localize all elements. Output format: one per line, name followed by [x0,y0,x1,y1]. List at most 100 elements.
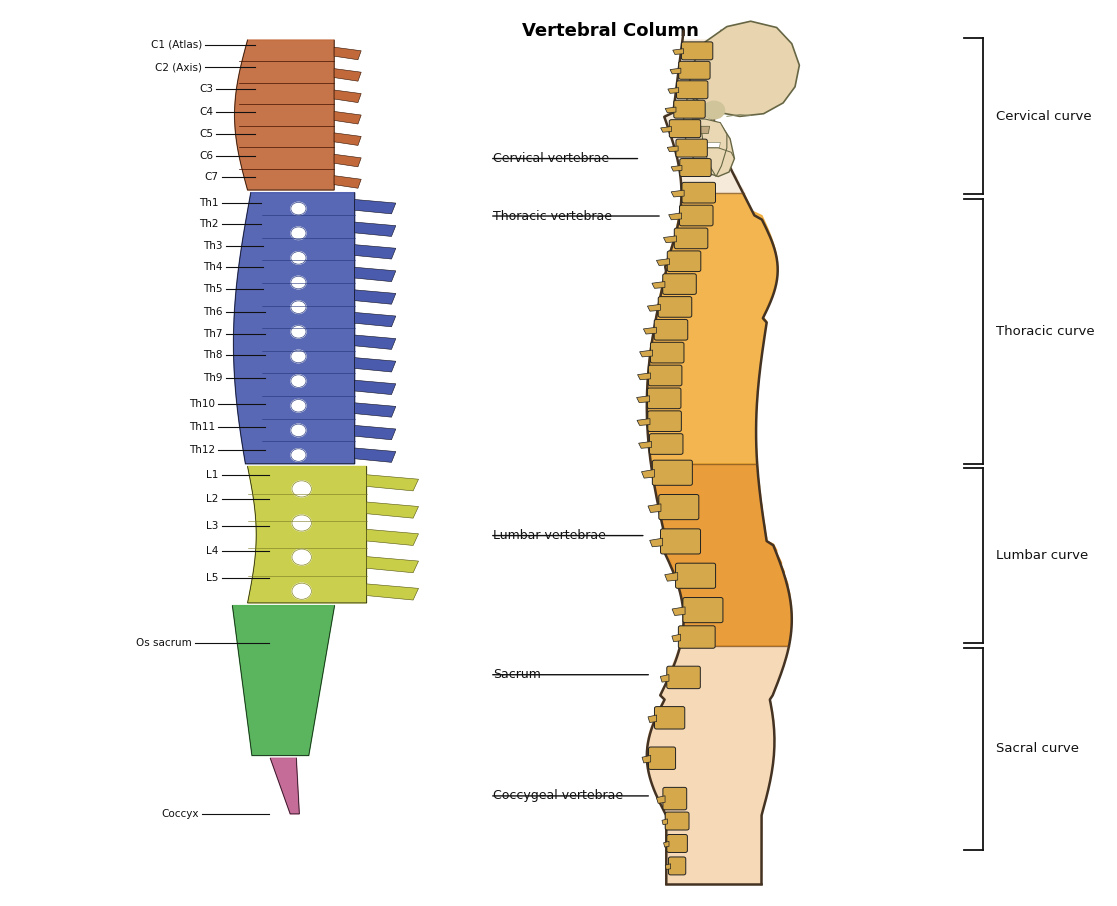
Text: C3: C3 [199,84,213,94]
FancyBboxPatch shape [655,320,688,340]
Circle shape [290,375,306,388]
Polygon shape [688,21,800,116]
Polygon shape [355,448,395,462]
Polygon shape [652,282,665,288]
Polygon shape [663,842,669,847]
Circle shape [290,400,306,412]
Text: Vertebral Column: Vertebral Column [522,22,698,40]
Polygon shape [671,190,684,197]
FancyBboxPatch shape [681,42,713,60]
FancyBboxPatch shape [678,626,715,648]
Text: Thoracic vertebrae: Thoracic vertebrae [494,209,612,223]
Polygon shape [639,441,651,448]
Polygon shape [355,245,395,259]
Text: Coccygeal vertebrae: Coccygeal vertebrae [494,789,623,803]
FancyBboxPatch shape [648,410,681,431]
Polygon shape [665,107,676,112]
Polygon shape [334,133,361,146]
Polygon shape [233,193,355,464]
Text: Coccyx: Coccyx [162,809,199,819]
Polygon shape [355,267,395,282]
Polygon shape [648,304,660,311]
Polygon shape [671,166,682,171]
FancyBboxPatch shape [655,707,685,729]
Polygon shape [665,40,744,193]
Polygon shape [650,538,662,547]
FancyBboxPatch shape [649,747,676,769]
FancyBboxPatch shape [667,666,700,689]
FancyBboxPatch shape [674,101,705,118]
Text: Th7: Th7 [203,329,222,339]
Text: Thoracic curve: Thoracic curve [996,325,1095,338]
Text: C2 (Axis): C2 (Axis) [155,62,202,72]
Text: Th10: Th10 [189,399,216,409]
Text: Sacral curve: Sacral curve [996,742,1079,756]
Polygon shape [355,358,395,372]
Polygon shape [355,381,395,395]
Text: Th11: Th11 [189,422,216,432]
Polygon shape [657,259,669,265]
Polygon shape [248,467,366,602]
Text: Sacrum: Sacrum [494,669,541,681]
Polygon shape [366,583,419,600]
Polygon shape [355,335,395,350]
FancyBboxPatch shape [679,205,713,226]
Text: Th9: Th9 [203,373,222,383]
Circle shape [290,252,306,265]
FancyBboxPatch shape [669,120,700,138]
FancyBboxPatch shape [676,140,707,157]
Text: Th1: Th1 [199,198,219,207]
Text: C4: C4 [199,107,213,117]
Text: Os sacrum: Os sacrum [135,639,191,649]
Polygon shape [670,68,681,74]
Polygon shape [666,863,670,870]
Polygon shape [334,47,361,60]
Polygon shape [660,127,671,132]
Polygon shape [642,756,651,763]
Polygon shape [641,469,655,478]
Polygon shape [355,403,395,417]
Polygon shape [697,142,720,148]
Text: Th3: Th3 [203,241,222,251]
Polygon shape [640,350,652,357]
FancyBboxPatch shape [677,81,708,99]
FancyBboxPatch shape [659,495,699,520]
Text: C5: C5 [199,130,213,140]
Circle shape [290,448,306,461]
Text: Cervical curve: Cervical curve [996,110,1092,123]
Text: C1 (Atlas): C1 (Atlas) [151,40,202,50]
Polygon shape [334,176,361,188]
Text: Th4: Th4 [203,262,222,272]
FancyBboxPatch shape [680,159,712,177]
Text: L2: L2 [206,494,219,504]
Polygon shape [657,795,665,804]
Text: Th2: Th2 [199,219,219,229]
Polygon shape [638,373,650,380]
Text: Lumbar curve: Lumbar curve [996,549,1088,563]
Polygon shape [700,126,709,133]
Polygon shape [334,154,361,167]
Polygon shape [647,646,789,884]
FancyBboxPatch shape [662,787,687,810]
Polygon shape [334,69,361,82]
Text: Lumbar vertebrae: Lumbar vertebrae [494,529,607,542]
Polygon shape [651,464,792,646]
Polygon shape [355,426,395,439]
FancyBboxPatch shape [666,812,689,830]
Polygon shape [647,193,777,464]
Text: Th8: Th8 [203,350,222,361]
Polygon shape [663,236,677,243]
Circle shape [292,481,312,497]
Polygon shape [667,146,678,151]
FancyBboxPatch shape [682,598,723,622]
FancyBboxPatch shape [650,342,684,363]
Polygon shape [637,419,650,426]
Polygon shape [648,504,661,513]
Polygon shape [693,119,727,177]
Text: Th5: Th5 [203,284,222,294]
Polygon shape [671,634,680,641]
Text: L3: L3 [206,521,219,531]
FancyBboxPatch shape [675,228,708,249]
FancyBboxPatch shape [676,564,716,588]
Polygon shape [366,475,419,491]
